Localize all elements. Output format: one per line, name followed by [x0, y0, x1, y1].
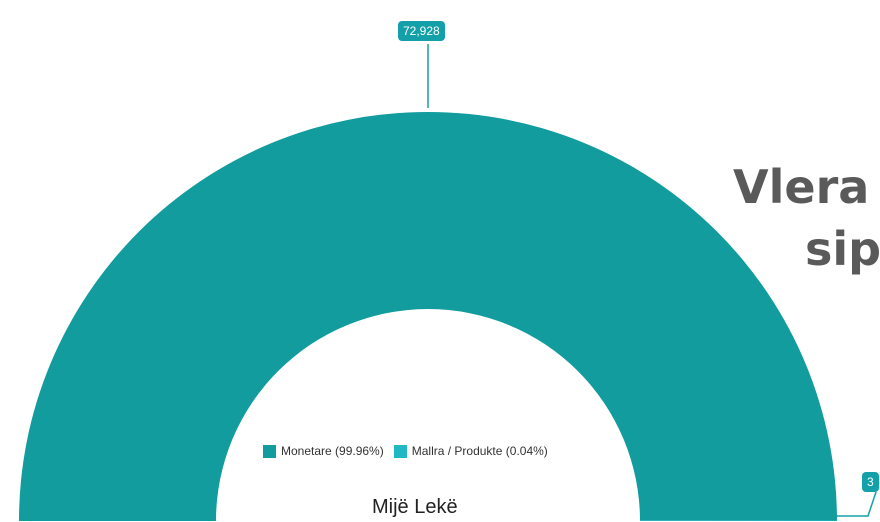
leader-line-mallra-produkte: [836, 491, 877, 517]
page-title: Vlera sip: [733, 156, 880, 280]
data-label-mallra-produkte: 3: [862, 472, 879, 492]
unit-label: Mijë Lekë: [372, 496, 458, 518]
slice-monetare[interactable]: [18, 111, 837, 521]
legend-swatch-monetare: [263, 444, 276, 458]
legend-item-monetare[interactable]: Monetare (99.96%): [263, 444, 384, 458]
legend-swatch-mallra-produkte: [393, 444, 407, 458]
chart-legend: Monetare (99.96%) Mallra / Produkte (0.0…: [263, 444, 558, 458]
page-title-line-2: sip: [805, 222, 880, 276]
legend-label-monetare: Monetare (99.96%): [281, 444, 384, 458]
legend-item-mallra-produkte[interactable]: Mallra / Produkte (0.04%): [393, 444, 548, 458]
page-title-line-1: Vlera: [733, 160, 870, 214]
legend-label-mallra-produkte: Mallra / Produkte (0.04%): [411, 444, 548, 458]
data-label-monetare: 72,928: [398, 21, 445, 41]
slice-mallra-produkte[interactable]: [639, 520, 838, 521]
